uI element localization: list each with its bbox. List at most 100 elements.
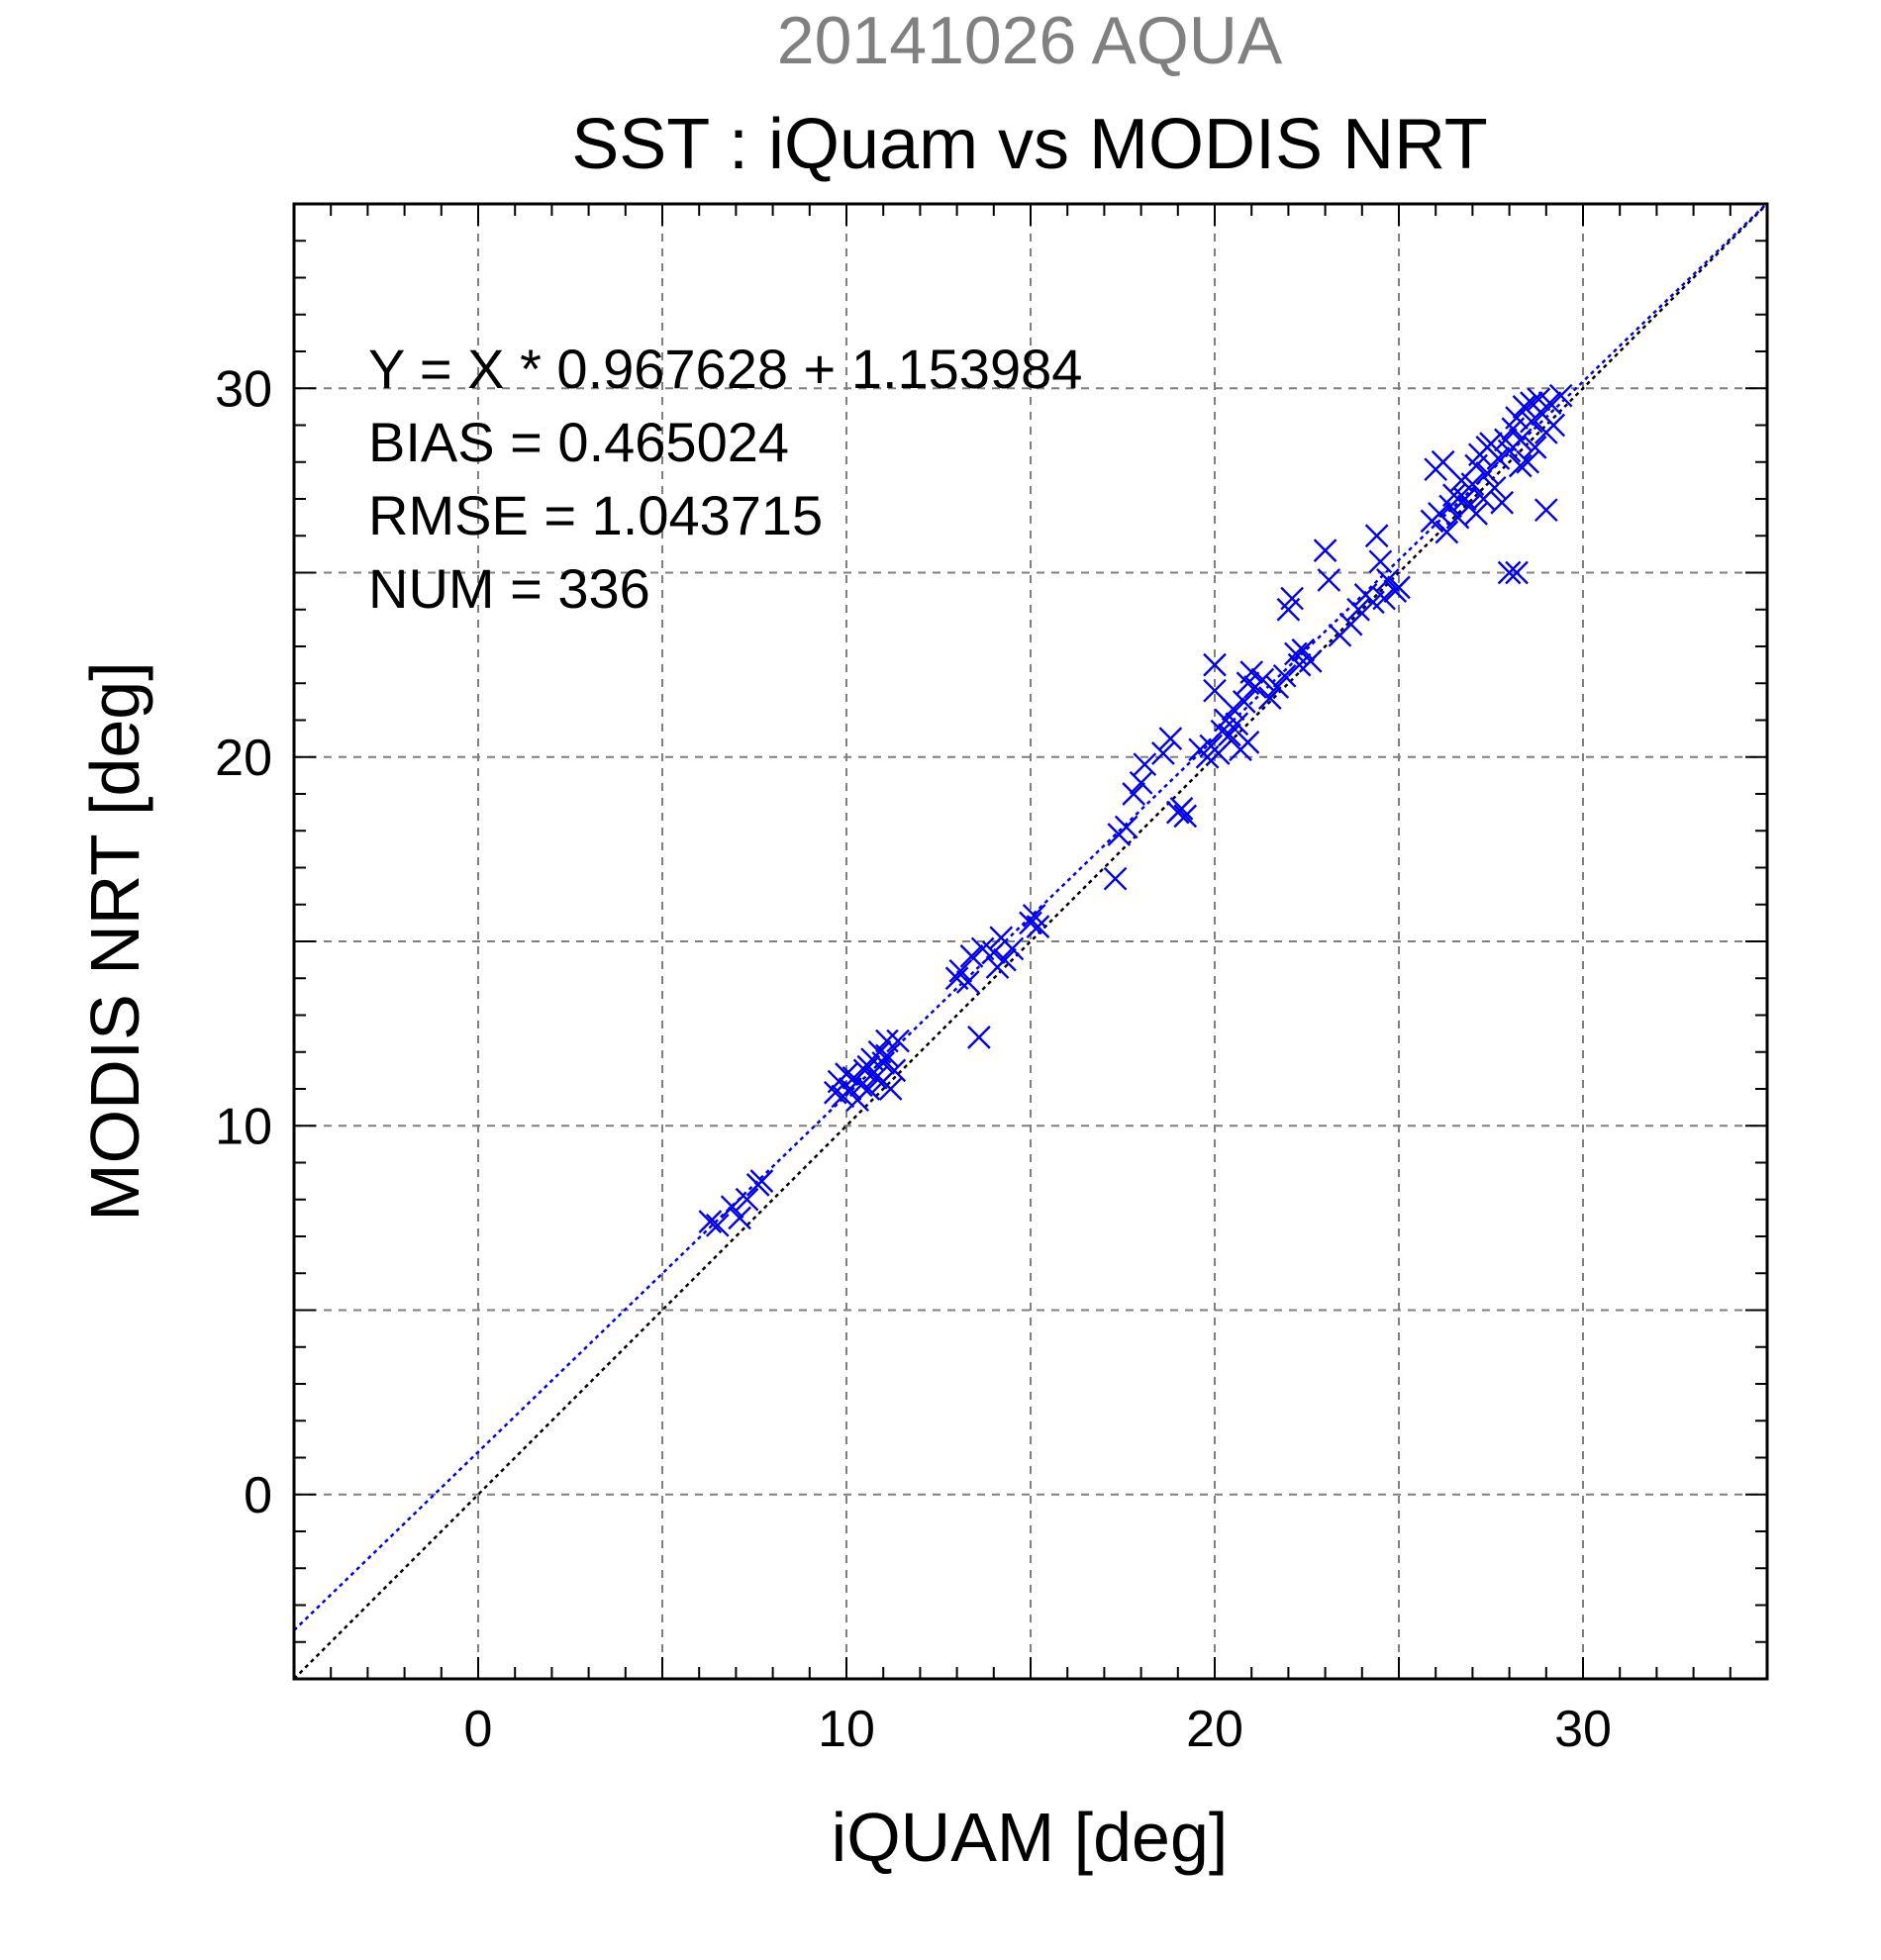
data-point <box>1206 741 1231 765</box>
data-point <box>1541 413 1566 438</box>
data-point <box>1133 752 1157 777</box>
data-point <box>1272 663 1297 688</box>
x-tick-label: 30 <box>1554 1701 1612 1758</box>
data-point <box>1313 539 1337 562</box>
data-point <box>871 1051 896 1075</box>
stats-rmse: RMSE = 1.043715 <box>368 484 823 546</box>
data-point <box>1291 637 1316 662</box>
data-point <box>1508 428 1533 452</box>
data-point <box>1512 395 1536 419</box>
data-point <box>1317 568 1341 592</box>
grid-lines <box>294 204 1767 1679</box>
data-point <box>1114 815 1138 839</box>
data-point <box>1129 770 1153 795</box>
data-point <box>1460 472 1485 496</box>
data-point <box>1453 487 1477 511</box>
data-point <box>1364 524 1389 548</box>
data-point <box>1103 866 1128 891</box>
data-point <box>1497 560 1522 585</box>
data-point <box>1236 731 1260 754</box>
data-point <box>856 1054 881 1079</box>
data-point <box>1523 436 1547 459</box>
data-point <box>1520 409 1543 434</box>
stats-num: NUM = 336 <box>368 557 650 620</box>
y-tick-label: 30 <box>215 360 272 418</box>
data-point <box>1239 660 1264 684</box>
data-point <box>878 1077 903 1101</box>
stats-bias: BIAS = 0.465024 <box>368 411 789 473</box>
fit-line <box>294 204 1767 1631</box>
data-point <box>1372 586 1396 611</box>
y-tick-label: 10 <box>215 1098 272 1155</box>
reference-lines <box>294 204 1767 1679</box>
stats-box: Y = X * 0.967628 + 1.153984 BIAS = 0.465… <box>368 338 1082 620</box>
y-tick-label: 20 <box>215 730 272 787</box>
data-point <box>1387 575 1411 600</box>
identity-line <box>294 204 1767 1679</box>
data-point <box>728 1206 751 1230</box>
data-point <box>1375 568 1400 592</box>
data-point <box>1158 727 1183 750</box>
data-point <box>1520 391 1543 415</box>
data-point <box>886 1029 910 1053</box>
data-point <box>1534 498 1558 523</box>
data-point <box>1026 915 1050 938</box>
data-point <box>1265 675 1290 699</box>
data-point <box>1298 649 1323 673</box>
data-point <box>981 940 1006 965</box>
data-point <box>1151 741 1175 765</box>
data-point <box>749 1169 774 1193</box>
data-point <box>875 1043 899 1068</box>
data-point <box>1516 449 1540 474</box>
date-title: 20141026 AQUA <box>777 3 1283 78</box>
data-point <box>1368 549 1393 574</box>
data-point <box>835 1062 858 1086</box>
y-axis-label: MODIS NRT [deg] <box>76 661 153 1221</box>
data-point <box>882 1058 907 1083</box>
data-point <box>1122 782 1146 806</box>
data-point <box>849 1073 873 1098</box>
data-point <box>1435 520 1459 544</box>
data-point <box>1019 911 1042 935</box>
data-point <box>1431 449 1455 474</box>
data-point <box>1475 436 1500 459</box>
data-point <box>1232 690 1256 714</box>
data-point <box>735 1187 759 1212</box>
data-point <box>720 1195 744 1220</box>
data-point <box>1203 678 1227 703</box>
data-point <box>1173 804 1198 829</box>
data-point <box>1548 383 1573 408</box>
data-point <box>1505 560 1529 585</box>
data-point <box>1537 391 1562 415</box>
data-point <box>1508 453 1533 478</box>
data-point <box>1475 461 1500 485</box>
data-point <box>993 947 1017 972</box>
axis-ticks <box>294 204 1767 1679</box>
data-point <box>698 1210 723 1233</box>
data-point <box>959 944 984 968</box>
data-point <box>1225 712 1249 736</box>
plot-frame <box>292 202 1769 1681</box>
stats-fit-equation: Y = X * 0.967628 + 1.153984 <box>368 338 1082 400</box>
data-point <box>863 1065 888 1090</box>
data-point <box>1221 697 1245 722</box>
data-points <box>698 383 1573 1237</box>
data-point <box>1218 723 1241 747</box>
data-point <box>1428 502 1451 526</box>
x-tick-label: 0 <box>464 1701 493 1758</box>
y-tick-label: 0 <box>244 1467 272 1524</box>
data-point <box>955 970 980 994</box>
data-point <box>1464 502 1488 526</box>
data-point <box>1203 652 1227 677</box>
data-point <box>1257 686 1282 710</box>
data-point <box>948 958 973 983</box>
data-point <box>1169 797 1194 821</box>
data-point <box>1250 667 1275 692</box>
data-point <box>705 1213 730 1237</box>
data-point <box>1346 597 1370 622</box>
chart-title: SST : iQuam vs MODIS NRT <box>571 105 1488 184</box>
data-point <box>1338 612 1363 637</box>
data-point <box>856 1077 881 1101</box>
data-point <box>967 1026 991 1049</box>
